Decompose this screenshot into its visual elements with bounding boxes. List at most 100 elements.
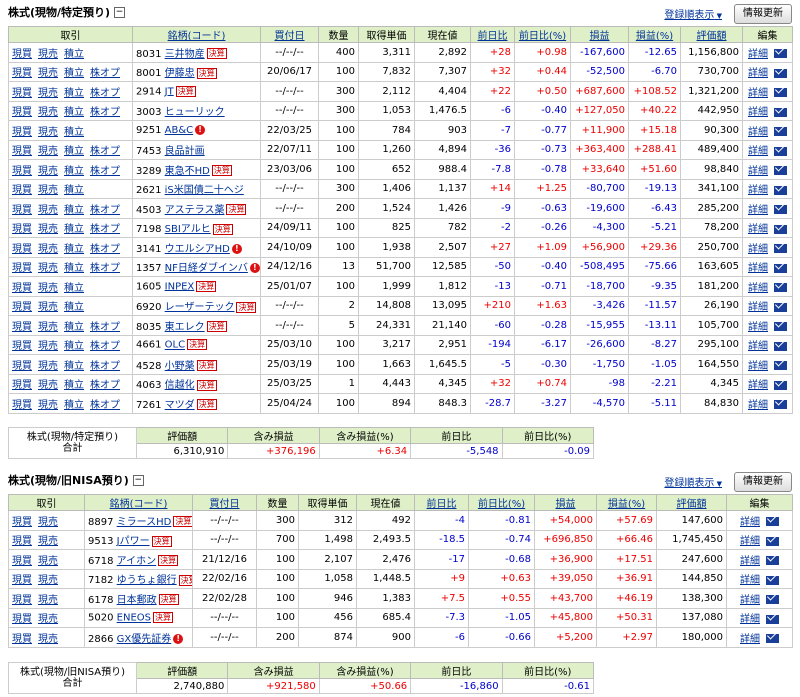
- mail-icon[interactable]: [766, 595, 779, 605]
- buy-link[interactable]: 現買: [12, 204, 32, 216]
- buy-link[interactable]: 現買: [12, 321, 32, 333]
- stock-name-link[interactable]: ウエルシアHD: [164, 243, 230, 255]
- accumulate-link[interactable]: 積立: [64, 185, 84, 197]
- buy-link[interactable]: 現買: [12, 48, 32, 60]
- buy-link[interactable]: 現買: [12, 341, 32, 353]
- accumulate-link[interactable]: 積立: [64, 263, 84, 275]
- buy-link[interactable]: 現買: [12, 263, 32, 275]
- mail-icon[interactable]: [766, 556, 779, 566]
- accumulate-link[interactable]: 積立: [64, 282, 84, 294]
- mail-icon[interactable]: [774, 127, 787, 137]
- accumulate-link[interactable]: 積立: [64, 87, 84, 99]
- column-header[interactable]: 損益: [570, 26, 629, 43]
- sell-link[interactable]: 現売: [38, 594, 58, 606]
- sort-order-link[interactable]: 登録順表示: [664, 6, 722, 21]
- stock-name-link[interactable]: ENEOS: [116, 612, 151, 624]
- detail-link[interactable]: 詳細: [740, 575, 760, 587]
- sell-link[interactable]: 現売: [38, 107, 58, 119]
- stock-name-link[interactable]: iS米国債二十ヘジ: [164, 185, 244, 197]
- sort-order-link[interactable]: 登録順表示: [664, 474, 722, 489]
- buy-link[interactable]: 現買: [12, 165, 32, 177]
- detail-link[interactable]: 詳細: [748, 48, 768, 60]
- mail-icon[interactable]: [774, 166, 787, 176]
- accumulate-link[interactable]: 積立: [64, 165, 84, 177]
- column-header[interactable]: 損益(%): [628, 26, 681, 43]
- stock-name-link[interactable]: AB&C: [164, 124, 194, 136]
- sell-link[interactable]: 現売: [38, 87, 58, 99]
- column-header[interactable]: 買付日: [192, 494, 257, 511]
- sell-link[interactable]: 現売: [38, 224, 58, 236]
- mail-icon[interactable]: [774, 400, 787, 410]
- detail-link[interactable]: 詳細: [748, 224, 768, 236]
- stock-name-link[interactable]: NF日経ダブインバ: [164, 263, 248, 275]
- stock-name-link[interactable]: 伊藤忠: [164, 68, 195, 80]
- buy-link[interactable]: 現買: [12, 536, 32, 548]
- sell-link[interactable]: 現売: [38, 165, 58, 177]
- buy-link[interactable]: 現買: [12, 185, 32, 197]
- stock-option-link[interactable]: 株オプ: [90, 380, 120, 392]
- sell-link[interactable]: 現売: [38, 282, 58, 294]
- sell-link[interactable]: 現売: [38, 185, 58, 197]
- stock-option-link[interactable]: 株オプ: [90, 204, 120, 216]
- stock-name-link[interactable]: 三井物産: [164, 48, 205, 60]
- mail-icon[interactable]: [774, 380, 787, 390]
- stock-name-link[interactable]: アイホン: [116, 555, 157, 567]
- detail-link[interactable]: 詳細: [748, 68, 768, 80]
- buy-link[interactable]: 現買: [12, 594, 32, 606]
- detail-link[interactable]: 詳細: [748, 263, 768, 275]
- column-header[interactable]: 買付日: [260, 26, 319, 43]
- refresh-button[interactable]: 情報更新: [734, 4, 792, 24]
- stock-option-link[interactable]: 株オプ: [90, 243, 120, 255]
- stock-option-link[interactable]: 株オプ: [90, 263, 120, 275]
- stock-name-link[interactable]: 小野薬: [164, 360, 195, 372]
- buy-link[interactable]: 現買: [12, 575, 32, 587]
- accumulate-link[interactable]: 積立: [64, 380, 84, 392]
- stock-option-link[interactable]: 株オプ: [90, 360, 120, 372]
- accumulate-link[interactable]: 積立: [64, 107, 84, 119]
- accumulate-link[interactable]: 積立: [64, 399, 84, 411]
- detail-link[interactable]: 詳細: [748, 360, 768, 372]
- column-header[interactable]: 評価額: [656, 494, 727, 511]
- stock-name-link[interactable]: SBIアルヒ: [164, 224, 211, 236]
- buy-link[interactable]: 現買: [12, 380, 32, 392]
- buy-link[interactable]: 現買: [12, 516, 32, 528]
- sell-link[interactable]: 現売: [38, 204, 58, 216]
- mail-icon[interactable]: [774, 361, 787, 371]
- detail-link[interactable]: 詳細: [740, 614, 760, 626]
- detail-link[interactable]: 詳細: [748, 165, 768, 177]
- column-header[interactable]: 評価額: [680, 26, 743, 43]
- accumulate-link[interactable]: 積立: [64, 68, 84, 80]
- mail-icon[interactable]: [774, 244, 787, 254]
- buy-link[interactable]: 現買: [12, 126, 32, 138]
- detail-link[interactable]: 詳細: [748, 185, 768, 197]
- mail-icon[interactable]: [774, 341, 787, 351]
- sell-link[interactable]: 現売: [38, 399, 58, 411]
- accumulate-link[interactable]: 積立: [64, 243, 84, 255]
- accumulate-link[interactable]: 積立: [64, 341, 84, 353]
- mail-icon[interactable]: [774, 283, 787, 293]
- stock-name-link[interactable]: ヒューリック: [164, 107, 225, 119]
- detail-link[interactable]: 詳細: [740, 536, 760, 548]
- buy-link[interactable]: 現買: [12, 243, 32, 255]
- buy-link[interactable]: 現買: [12, 360, 32, 372]
- accumulate-link[interactable]: 積立: [64, 204, 84, 216]
- buy-link[interactable]: 現買: [12, 146, 32, 158]
- buy-link[interactable]: 現買: [12, 282, 32, 294]
- detail-link[interactable]: 詳細: [740, 555, 760, 567]
- mail-icon[interactable]: [774, 302, 787, 312]
- mail-icon[interactable]: [766, 575, 779, 585]
- detail-link[interactable]: 詳細: [748, 126, 768, 138]
- sell-link[interactable]: 現売: [38, 146, 58, 158]
- detail-link[interactable]: 詳細: [740, 516, 760, 528]
- sell-link[interactable]: 現売: [38, 614, 58, 626]
- stock-option-link[interactable]: 株オプ: [90, 68, 120, 80]
- column-header[interactable]: 前日比(%): [514, 26, 571, 43]
- mail-icon[interactable]: [766, 614, 779, 624]
- stock-name-link[interactable]: OLC: [164, 339, 186, 351]
- mail-icon[interactable]: [766, 517, 779, 527]
- stock-name-link[interactable]: 東エレク: [164, 321, 205, 333]
- sell-link[interactable]: 現売: [38, 360, 58, 372]
- accumulate-link[interactable]: 積立: [64, 48, 84, 60]
- accumulate-link[interactable]: 積立: [64, 302, 84, 314]
- detail-link[interactable]: 詳細: [748, 107, 768, 119]
